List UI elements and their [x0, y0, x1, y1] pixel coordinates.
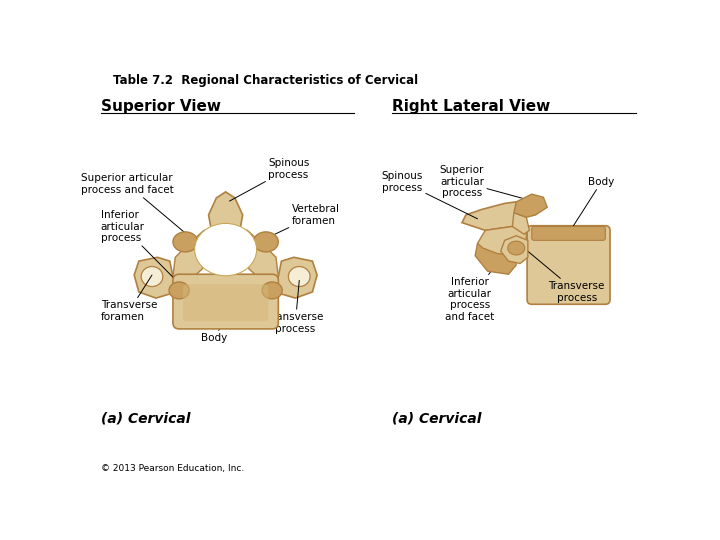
Text: Superior
articular
process: Superior articular process [440, 165, 536, 202]
Text: (a) Cervical: (a) Cervical [392, 411, 482, 425]
Polygon shape [513, 213, 529, 234]
Text: Spinous
process: Spinous process [230, 158, 310, 201]
Text: Vertebral
foramen: Vertebral foramen [248, 204, 340, 247]
Ellipse shape [253, 232, 279, 252]
Text: Body: Body [570, 177, 615, 231]
Text: © 2013 Pearson Education, Inc.: © 2013 Pearson Education, Inc. [101, 464, 244, 473]
Ellipse shape [169, 282, 189, 299]
Ellipse shape [289, 267, 310, 287]
Text: (a) Cervical: (a) Cervical [101, 411, 190, 425]
FancyBboxPatch shape [183, 284, 269, 321]
Polygon shape [462, 202, 526, 231]
FancyBboxPatch shape [527, 226, 610, 304]
Polygon shape [276, 257, 317, 298]
Ellipse shape [194, 224, 256, 276]
FancyBboxPatch shape [173, 274, 279, 329]
Text: Body: Body [201, 306, 233, 343]
Polygon shape [475, 244, 516, 274]
Text: Inferior
articular
process
and facet: Inferior articular process and facet [445, 264, 497, 322]
Text: Inferior
articular
process: Inferior articular process [101, 210, 181, 286]
Text: Spinous
process: Spinous process [382, 171, 477, 219]
Polygon shape [134, 257, 175, 298]
Text: Transverse
process: Transverse process [267, 280, 323, 334]
Polygon shape [232, 229, 279, 286]
Polygon shape [514, 194, 547, 217]
Ellipse shape [141, 267, 163, 287]
Text: Right Lateral View: Right Lateral View [392, 99, 551, 114]
Polygon shape [477, 217, 526, 269]
Polygon shape [209, 192, 243, 232]
FancyBboxPatch shape [532, 226, 606, 240]
Ellipse shape [508, 241, 525, 255]
Text: Table 7.2  Regional Characteristics of Cervical: Table 7.2 Regional Characteristics of Ce… [113, 74, 418, 87]
Text: Transverse
process: Transverse process [524, 248, 605, 303]
Polygon shape [173, 229, 220, 286]
Text: Superior View: Superior View [101, 99, 221, 114]
Polygon shape [500, 236, 528, 264]
Ellipse shape [173, 232, 198, 252]
Ellipse shape [262, 282, 282, 299]
Text: Transverse
foramen: Transverse foramen [101, 275, 157, 322]
Text: Superior articular
process and facet: Superior articular process and facet [81, 173, 193, 240]
